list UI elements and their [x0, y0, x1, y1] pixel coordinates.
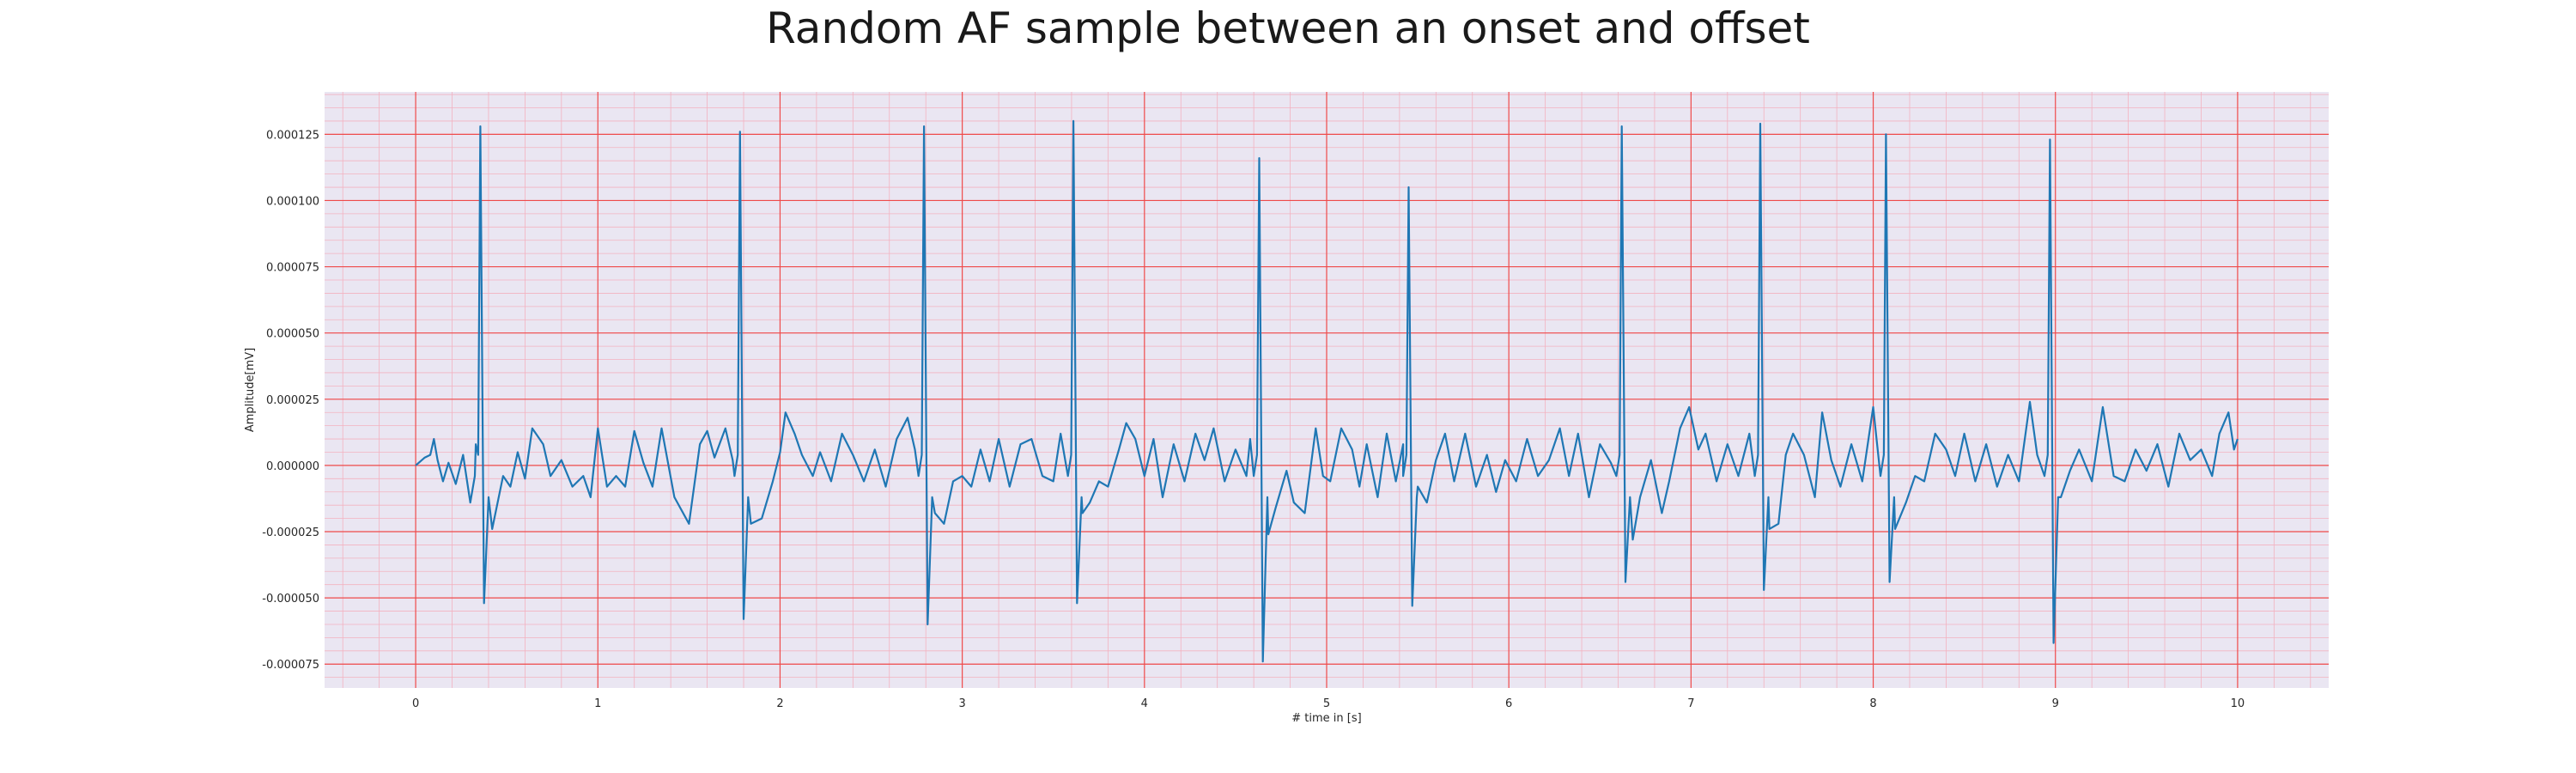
x-tick-label: 7 [1687, 697, 1694, 710]
y-tick-label: -0.000075 [262, 659, 319, 672]
x-tick-label: 5 [1323, 697, 1330, 710]
x-tick-label: 1 [594, 697, 601, 710]
y-tick-label: -0.000025 [262, 526, 319, 539]
x-tick-label: 9 [2052, 697, 2059, 710]
ecg-signal-line [415, 119, 2239, 663]
x-tick-label: 10 [2231, 697, 2245, 710]
y-tick-label: 0.000100 [266, 195, 319, 208]
x-tick-labels: 0 1 2 3 4 5 6 7 8 9 10 [412, 697, 2245, 710]
major-grid [325, 92, 2329, 688]
x-tick-label: 8 [1869, 697, 1876, 710]
x-tick-label: 3 [958, 697, 965, 710]
y-axis-label: Amplitude[mV] [244, 348, 257, 432]
chart-title: Random AF sample between an onset and of… [766, 3, 1810, 53]
y-tick-labels: -0.000075 -0.000050 -0.000025 0.000000 0.000… [262, 129, 319, 672]
y-tick-label: 0.000125 [266, 129, 319, 142]
y-tick-label: 0.000075 [266, 262, 319, 275]
y-tick-label: 0.000050 [266, 328, 319, 341]
x-tick-label: 4 [1141, 697, 1148, 710]
y-tick-label: -0.000050 [262, 593, 319, 606]
x-tick-label: 2 [776, 697, 783, 710]
y-tick-label: 0.000000 [266, 460, 319, 473]
x-axis-label: # time in [s] [1291, 712, 1361, 725]
y-tick-label: 0.000025 [266, 394, 319, 407]
x-tick-label: 6 [1505, 697, 1512, 710]
x-tick-label: 0 [412, 697, 419, 710]
